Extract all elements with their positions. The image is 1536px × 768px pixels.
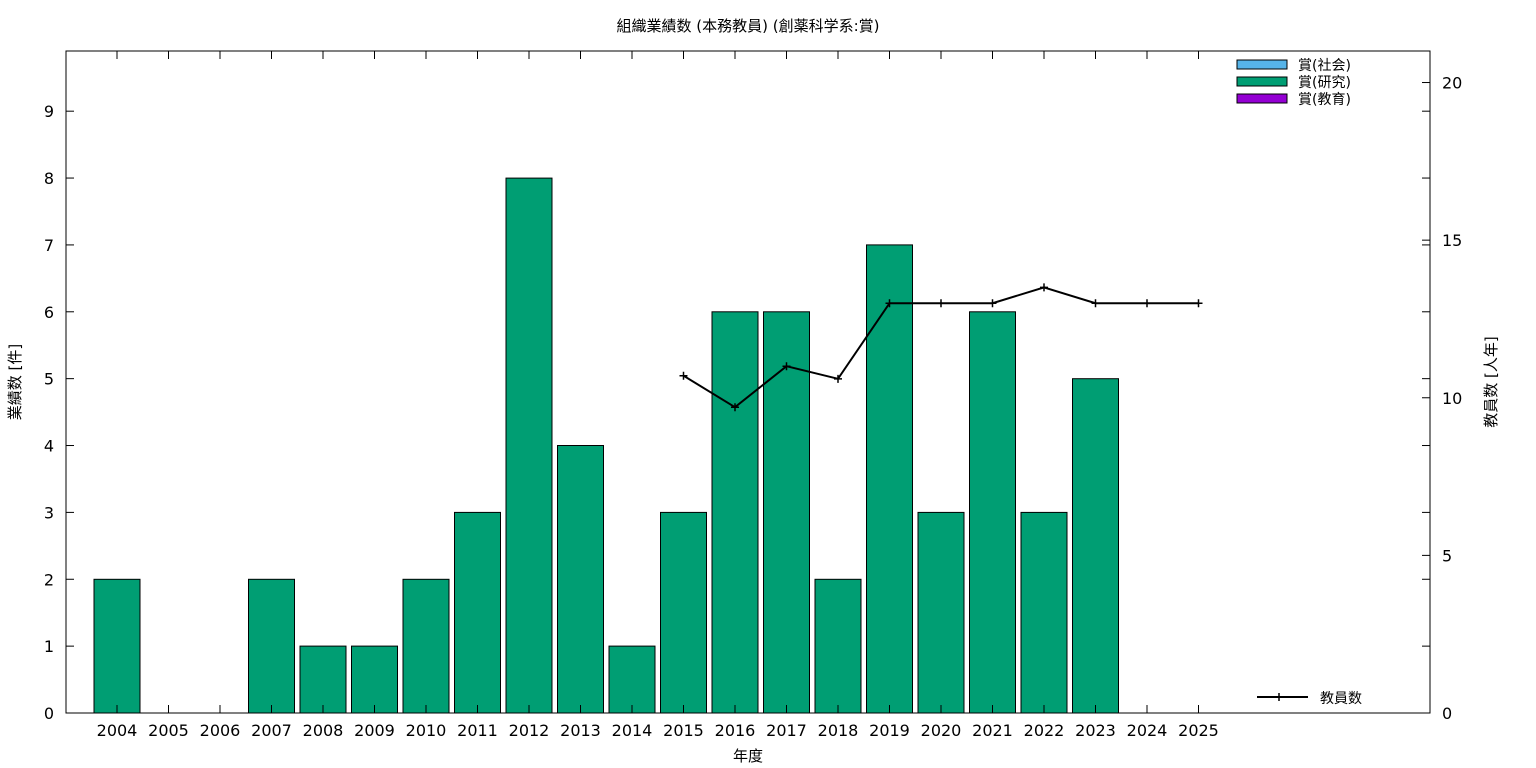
x-tick-label: 2010 [406, 721, 447, 740]
x-tick-label: 2020 [921, 721, 962, 740]
bar-2015 [660, 511, 707, 714]
staff-point [937, 299, 945, 308]
bar-2016 [711, 311, 759, 714]
legend-label: 賞(社会) [1298, 58, 1351, 74]
y-tick-label: 0 [44, 704, 54, 723]
y-tick-label: 8 [44, 169, 54, 188]
bar-2020 [917, 511, 965, 714]
bar-2023 [1072, 378, 1119, 714]
staff-point [1091, 299, 1100, 308]
x-tick-label: 2022 [1024, 721, 1065, 740]
staff-point [731, 403, 739, 412]
staff-point [679, 371, 688, 380]
bar-2007 [248, 578, 295, 714]
axes-layer: 0 1 2 3 4 5 6 7 8 9 0 5 10 15 20 2004 2005 2006 2007 2008 20… [44, 50, 1462, 740]
chart-title: 組織業績数 (本務教員) (創薬科学系:賞) [617, 17, 880, 35]
y-tick-label: 5 [44, 370, 54, 389]
legend: 賞(社会)賞(研究)賞(教育) 教員数 [1236, 58, 1362, 707]
x-axis-label: 年度 [733, 747, 763, 765]
bar-2012 [505, 177, 553, 714]
x-tick-label: 2025 [1178, 721, 1219, 740]
y2-tick-label: 0 [1442, 704, 1452, 723]
x-tick-label: 2011 [457, 721, 498, 740]
y2-axis-label: 教員数 [人年] [1482, 336, 1500, 427]
legend-label: 賞(研究) [1298, 75, 1351, 91]
x-tick-label: 2008 [303, 721, 344, 740]
line-layer [679, 283, 1203, 412]
x-tick-label: 2019 [869, 721, 910, 740]
x-tick-label: 2015 [663, 721, 704, 740]
y-tick-label: 7 [44, 236, 54, 255]
y-axis-label: 業績数 [件] [6, 344, 24, 420]
staff-point [1194, 299, 1203, 308]
x-tick-label: 2013 [560, 721, 601, 740]
y-tick-label: 4 [44, 437, 54, 456]
bar-2014 [608, 645, 656, 714]
y2-tick-label: 20 [1442, 74, 1462, 93]
bar-2013 [557, 445, 604, 714]
staff-point [885, 299, 894, 308]
x-tick-label: 2023 [1075, 721, 1116, 740]
bar-2017 [763, 311, 810, 714]
staff-point [834, 374, 842, 383]
bar-2018 [814, 578, 862, 714]
y2-tick-label: 10 [1442, 389, 1462, 408]
y2-tick-label: 15 [1442, 231, 1462, 250]
bar-2004 [93, 578, 141, 714]
bar-2008 [299, 645, 347, 714]
plot-border [65, 50, 1431, 714]
legend-line-marker [1275, 693, 1283, 701]
y-tick-label: 6 [44, 303, 54, 322]
bar-2021 [969, 311, 1016, 714]
x-tick-label: 2012 [509, 721, 550, 740]
bar-2011 [454, 511, 501, 714]
x-tick-label: 2004 [97, 721, 138, 740]
x-tick-label: 2014 [612, 721, 653, 740]
x-tick-label: 2018 [818, 721, 859, 740]
bar-2019 [866, 244, 913, 714]
x-tick-label: 2017 [766, 721, 807, 740]
y2-tick-label: 5 [1442, 546, 1452, 565]
y-tick-label: 9 [44, 102, 54, 121]
bars-layer [93, 177, 1119, 714]
x-tick-label: 2006 [200, 721, 241, 740]
x-tick-label: 2016 [715, 721, 756, 740]
bar-2010 [402, 578, 450, 714]
x-tick-label: 2005 [148, 721, 189, 740]
staff-point [782, 362, 791, 371]
y-tick-label: 1 [44, 637, 54, 656]
legend-label: 賞(教育) [1298, 92, 1351, 108]
legend-swatch [1236, 59, 1288, 70]
y-tick-label: 2 [44, 570, 54, 589]
x-tick-label: 2009 [354, 721, 395, 740]
legend-swatch [1236, 76, 1288, 87]
legend-label: 教員数 [1320, 691, 1362, 707]
x-tick-label: 2007 [251, 721, 292, 740]
y-tick-label: 3 [44, 503, 54, 522]
staff-point [1040, 283, 1048, 292]
x-tick-label: 2021 [972, 721, 1013, 740]
x-tick-label: 2024 [1127, 721, 1168, 740]
legend-swatch [1236, 93, 1288, 104]
staff-point [1143, 299, 1151, 308]
staff-point [988, 299, 997, 308]
bar-2009 [351, 645, 398, 714]
bar-2022 [1020, 511, 1068, 714]
